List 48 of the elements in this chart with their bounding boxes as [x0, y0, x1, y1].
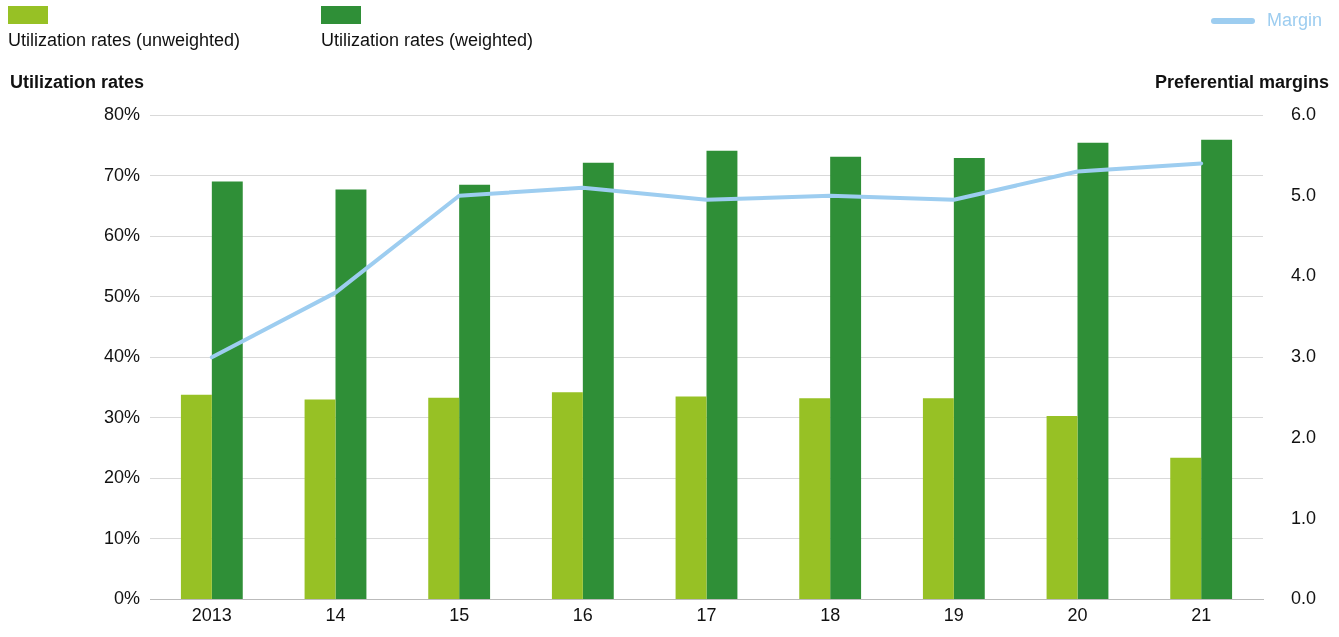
- bar: [922, 398, 954, 599]
- x-tick-label: 19: [943, 605, 964, 626]
- bar: [459, 184, 491, 599]
- y2-tick-label: 6.0: [1291, 103, 1317, 124]
- y2-tick-label: 0.0: [1291, 588, 1317, 609]
- x-tick-label: 2013: [191, 605, 232, 626]
- y-tick-label: 70%: [103, 164, 140, 185]
- x-tick-label: 16: [572, 605, 593, 626]
- x-tick-label: 20: [1067, 605, 1088, 626]
- bar: [1046, 415, 1078, 599]
- bar: [304, 399, 336, 599]
- bar: [706, 150, 738, 599]
- y2-tick-label: 3.0: [1291, 346, 1317, 367]
- bar: [830, 156, 862, 599]
- x-tick-label: 17: [696, 605, 717, 626]
- y-tick-label: 50%: [103, 285, 140, 306]
- bar: [799, 398, 831, 599]
- y-tick-label: 80%: [103, 103, 140, 124]
- bar: [582, 162, 614, 599]
- legend-label: Utilization rates (weighted): [321, 29, 534, 51]
- y-tick-label: 10%: [103, 527, 140, 548]
- x-tick-label: 14: [325, 605, 346, 626]
- y2-tick-label: 5.0: [1291, 184, 1317, 205]
- y2-tick-label: 1.0: [1291, 507, 1317, 528]
- y2-axis-title: Preferential margins: [1154, 72, 1329, 93]
- bar: [428, 397, 460, 599]
- bar: [1170, 457, 1202, 599]
- y-tick-label: 60%: [103, 225, 140, 246]
- bar: [1077, 142, 1109, 599]
- bar: [211, 181, 243, 599]
- legend-label: Utilization rates (unweighted): [8, 29, 241, 51]
- y-axis-title: Utilization rates: [10, 72, 145, 93]
- y-tick-label: 20%: [103, 467, 140, 488]
- y-tick-label: 0%: [113, 588, 140, 609]
- bar: [551, 392, 583, 599]
- bar: [675, 396, 707, 599]
- x-tick-label: 21: [1191, 605, 1212, 626]
- y2-tick-label: 4.0: [1291, 265, 1317, 286]
- y-tick-label: 30%: [103, 406, 140, 427]
- bar: [335, 189, 367, 599]
- x-tick-label: 15: [449, 605, 470, 626]
- bar: [953, 157, 985, 599]
- bar: [1201, 139, 1233, 599]
- bar: [180, 394, 212, 599]
- y-tick-label: 40%: [103, 346, 140, 367]
- y2-tick-label: 2.0: [1291, 426, 1317, 447]
- text: Margin: [1266, 10, 1322, 31]
- x-tick-label: 18: [820, 605, 841, 626]
